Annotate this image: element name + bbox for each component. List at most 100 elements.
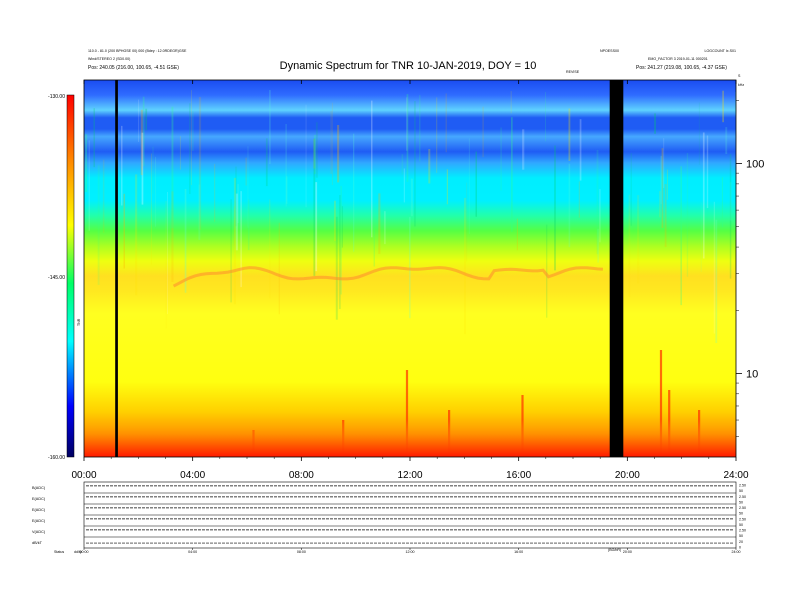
streak — [516, 218, 518, 251]
panel-right-tick: 50 — [739, 489, 743, 493]
x-tick-label: 20:00 — [615, 470, 640, 481]
streak — [335, 216, 338, 320]
streak — [141, 132, 144, 205]
x-tick-label: 04:00 — [180, 470, 205, 481]
streak — [599, 189, 601, 243]
streak — [725, 127, 728, 154]
header-left-line1: 110.0 - 81.0 (200 BPHGSE 00) 000 (Bdey :… — [88, 49, 187, 53]
panel-label: V(ADC) — [32, 530, 46, 534]
streak — [198, 184, 201, 240]
streak — [142, 96, 145, 167]
y-tick-label: 100 — [746, 159, 764, 171]
streak — [700, 202, 702, 272]
axis-unit-khz: kHz — [738, 83, 744, 87]
x-tick-label: 24:00 — [723, 470, 748, 481]
streak — [313, 138, 316, 276]
streak — [371, 100, 373, 238]
streak — [353, 133, 355, 252]
streak — [410, 178, 413, 217]
panel-label: dB/kT — [32, 541, 43, 545]
header-right-line3: EMO_FACTOR 3 2019-01-11 000201 — [648, 57, 708, 61]
data-gap-bar — [115, 80, 118, 457]
emission-streaks — [85, 90, 736, 457]
panel-right-tick: 2.50 — [739, 506, 746, 510]
streak — [140, 109, 143, 176]
data-gap-bar — [609, 80, 624, 457]
streak — [445, 93, 447, 153]
panel-right-tick: 2.50 — [739, 484, 746, 488]
mini-x-tick-label: 08:00 — [297, 550, 306, 554]
x-tick-label: 16:00 — [506, 470, 531, 481]
streak — [121, 125, 123, 206]
mini-x-tick-label: 20:00 — [623, 550, 632, 554]
streak — [554, 145, 556, 271]
streak — [568, 108, 571, 161]
streak — [240, 191, 242, 288]
streak — [680, 166, 682, 306]
streak — [315, 182, 318, 272]
streak — [237, 184, 239, 224]
streak — [245, 157, 247, 186]
colorbar-tick-top: -130.00 — [48, 94, 65, 100]
panel-right-tick: 0 — [739, 546, 741, 550]
streak — [597, 228, 599, 263]
panel-label: E(ADC) — [32, 519, 46, 523]
radio-burst — [659, 350, 663, 457]
mini-x-tick-label: 04:00 — [188, 550, 197, 554]
streak — [482, 106, 484, 158]
streak — [230, 199, 232, 303]
chart-title: Dynamic Spectrum for TNR 10-JAN-2019, DO… — [280, 60, 537, 72]
streak — [419, 94, 421, 162]
streak — [686, 153, 689, 277]
streak — [578, 181, 580, 218]
streak — [340, 186, 342, 295]
streak — [500, 127, 502, 191]
mini-x-tick-label: 16:00 — [514, 550, 523, 554]
streak — [406, 97, 408, 151]
streak — [88, 140, 90, 231]
streak — [167, 192, 168, 315]
streak — [661, 148, 664, 228]
streak — [596, 150, 599, 255]
streak — [403, 168, 405, 203]
streak — [664, 184, 667, 247]
streak — [466, 182, 468, 262]
streak — [269, 90, 271, 165]
streak — [151, 153, 152, 265]
header-right-mid: REVISE — [566, 70, 580, 74]
panel-label: E(ADC) — [32, 508, 46, 512]
footer-status-label: Status — [54, 550, 64, 554]
streak — [637, 195, 640, 284]
streak — [545, 91, 546, 142]
streak — [406, 94, 409, 182]
streak — [341, 206, 343, 248]
streak — [663, 138, 665, 188]
streak — [155, 156, 156, 227]
streak — [735, 92, 736, 115]
streak — [97, 165, 100, 285]
streak — [384, 211, 386, 245]
streak — [184, 189, 187, 293]
streak — [706, 135, 709, 209]
panel-right-tick: 2.50 — [739, 517, 746, 521]
streak — [138, 99, 140, 142]
streak — [414, 101, 416, 227]
streak — [235, 193, 238, 251]
x-tick-label: 08:00 — [289, 470, 314, 481]
streak — [315, 122, 318, 178]
panel-label: B(ADC) — [32, 486, 46, 490]
streak — [233, 206, 235, 247]
streak — [715, 219, 718, 343]
streak — [436, 97, 438, 173]
mini-x-tick-label: 24:00 — [732, 550, 741, 554]
streak — [729, 153, 732, 279]
streak — [401, 154, 404, 175]
x-axis-ticks: 00:00 04:00 08:00 12:00 16:00 20:00 24:00 — [71, 80, 749, 481]
streak — [446, 169, 448, 205]
streak — [702, 132, 705, 259]
streak — [475, 151, 477, 217]
streak — [339, 195, 341, 309]
panel-right-tick: 50 — [739, 512, 743, 516]
panel-label: E(ADC) — [32, 497, 46, 501]
